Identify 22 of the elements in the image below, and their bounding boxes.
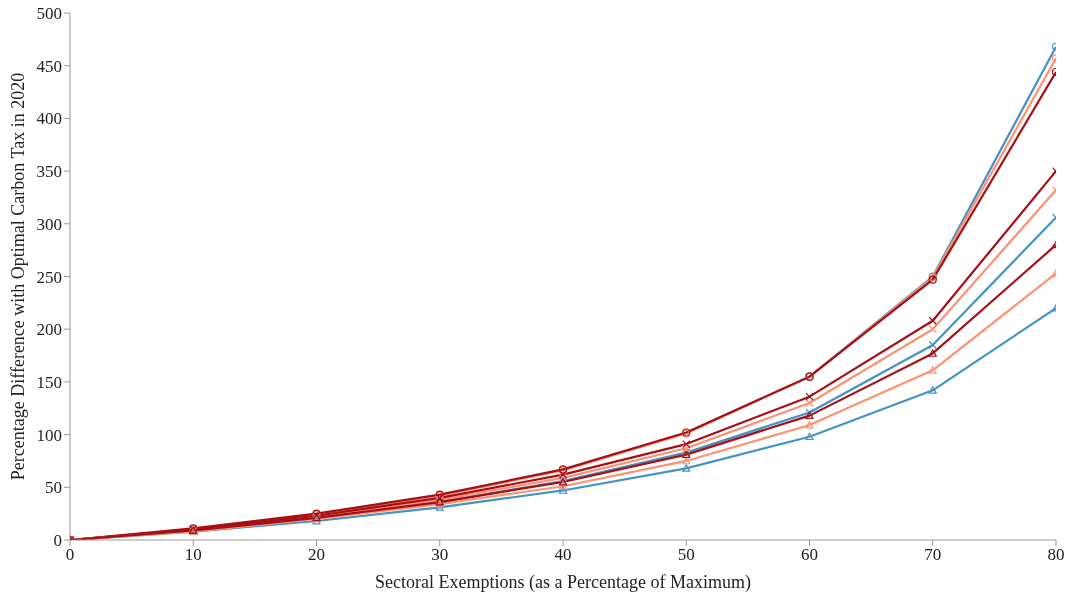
x-axis-title: Sectoral Exemptions (as a Percentage of Maximum) [375, 572, 751, 593]
y-tick-label: 450 [36, 56, 62, 76]
y-tick-label: 200 [36, 320, 62, 340]
y-tick-label: 350 [36, 162, 62, 182]
x-tick-label: 80 [1047, 545, 1065, 565]
x-tick-label: 60 [801, 545, 818, 565]
y-axis-title: Percentage Difference with Optimal Carbon Tax in 2020 [8, 72, 29, 481]
x-tick-label: 10 [184, 545, 202, 565]
y-tick-label: 150 [36, 372, 62, 392]
x-tick-label: 30 [431, 545, 449, 565]
y-tick-label: 250 [36, 267, 62, 287]
x-tick-label: 50 [677, 545, 695, 565]
y-tick-label: 0 [53, 531, 62, 551]
y-tick-label: 300 [36, 214, 62, 234]
x-tick-label: 20 [308, 545, 325, 565]
x-tick-label: 40 [554, 545, 572, 565]
x-tick-label: 0 [65, 545, 75, 565]
y-tick-label: 100 [36, 425, 62, 445]
y-tick-label: 500 [36, 4, 62, 24]
y-tick-label: 400 [36, 109, 62, 129]
x-tick-label: 70 [924, 545, 942, 565]
y-tick-label: 50 [45, 478, 62, 498]
